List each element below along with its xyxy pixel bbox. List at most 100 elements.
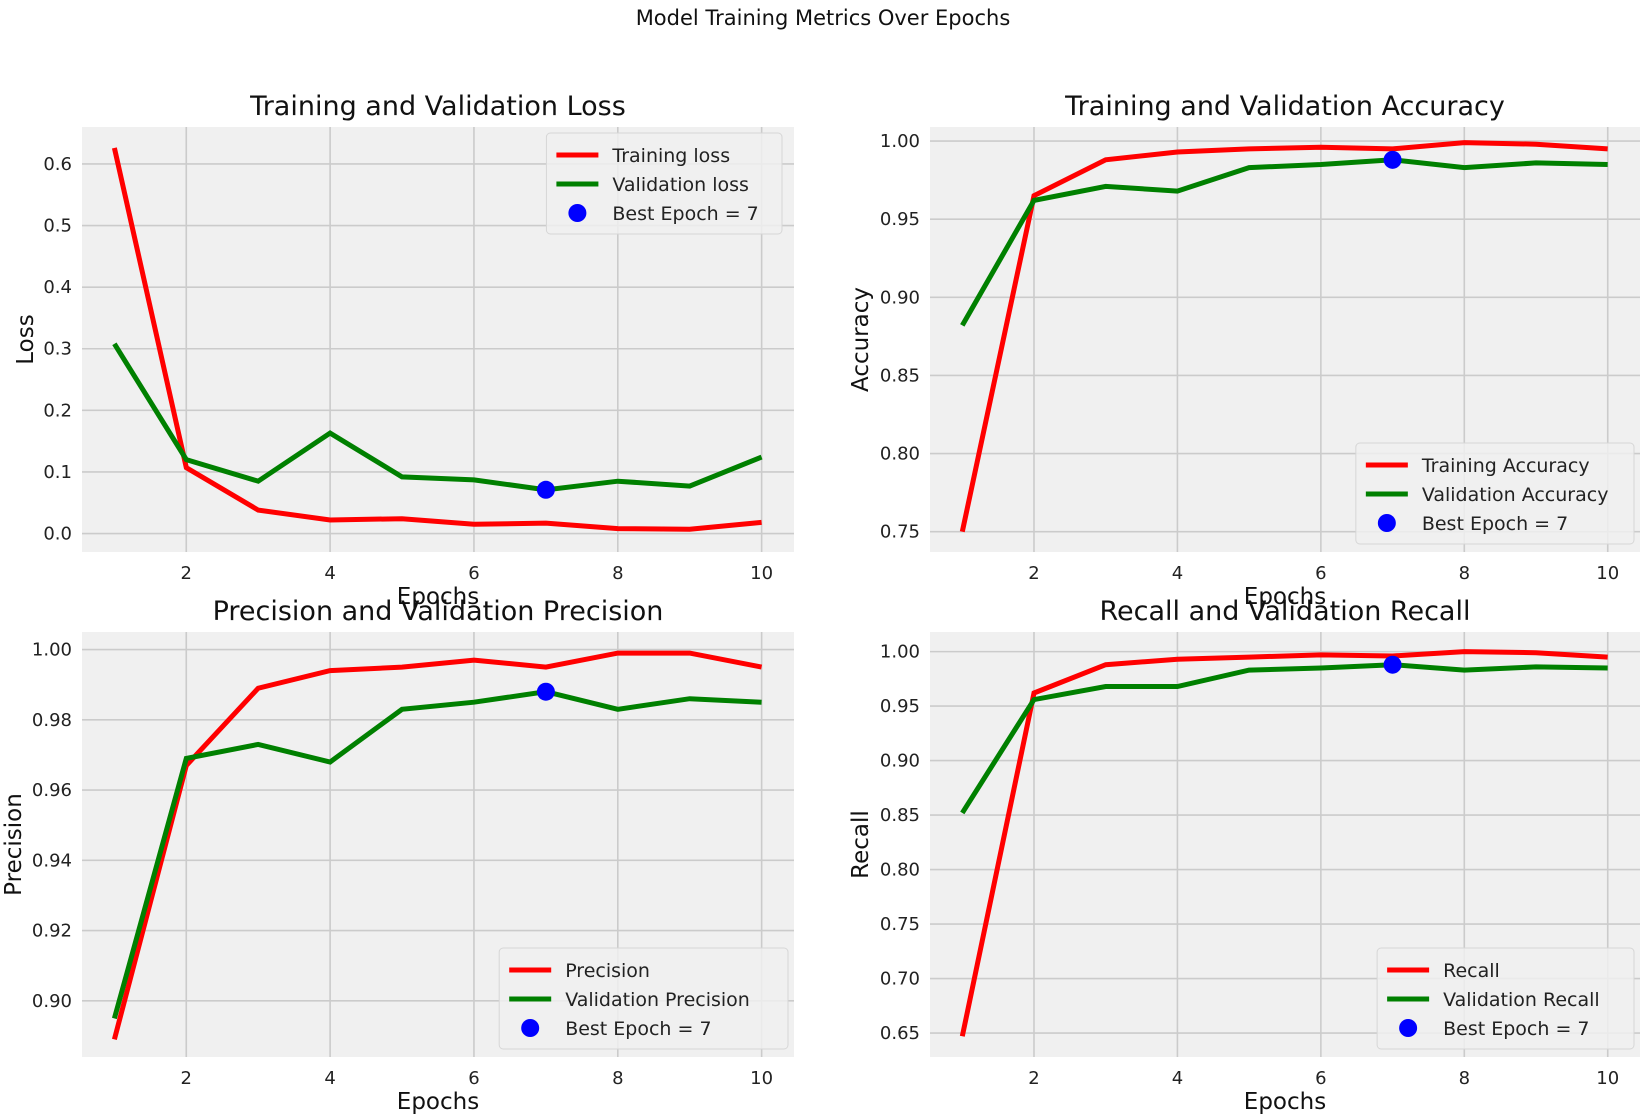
x-tick-label: 4 bbox=[324, 563, 335, 584]
legend-dot-swatch bbox=[1399, 1019, 1418, 1037]
legend-label: Validation loss bbox=[612, 174, 749, 196]
y-tick-label: 0.75 bbox=[880, 914, 920, 935]
y-tick-label: 1.00 bbox=[880, 131, 920, 152]
y-tick-label: 0.70 bbox=[880, 969, 920, 990]
legend-dot-swatch bbox=[568, 204, 587, 222]
best-epoch-point bbox=[1383, 655, 1402, 674]
legend-dot-swatch bbox=[521, 1019, 540, 1037]
y-tick-label: 1.00 bbox=[32, 640, 72, 661]
x-tick-label: 4 bbox=[1172, 563, 1183, 584]
legend: Precision Validation Precision Best Epoch … bbox=[498, 947, 789, 1050]
y-tick-label: 0.95 bbox=[880, 696, 920, 717]
y-tick-label: 0.92 bbox=[32, 921, 72, 942]
chart-panel-3: 2 4 6 8 10 0.90 0.92 0.94 0.96 0.98 1.00 Precision … bbox=[1, 596, 794, 1115]
training-series-line bbox=[111, 650, 763, 1041]
y-tick-label: 0.95 bbox=[880, 209, 920, 230]
x-axis-label: Epochs bbox=[397, 1089, 479, 1115]
x-tick-label: 4 bbox=[324, 1068, 335, 1089]
legend-dot-swatch bbox=[1377, 514, 1396, 532]
chart-title: Training and Validation Loss bbox=[249, 91, 626, 122]
validation-series-line bbox=[112, 342, 763, 493]
y-tick-label: 0.75 bbox=[880, 522, 920, 543]
y-tick-label: 0.6 bbox=[43, 154, 72, 175]
training-series-line bbox=[959, 140, 1608, 533]
legend: Training Accuracy Validation Accuracy Best… bbox=[1355, 442, 1635, 545]
x-tick-label: 8 bbox=[1459, 563, 1470, 584]
best-epoch-point bbox=[1383, 150, 1402, 169]
x-tick-label: 2 bbox=[181, 563, 192, 584]
x-tick-label: 10 bbox=[1596, 563, 1619, 584]
legend-label: Best Epoch = 7 bbox=[612, 203, 758, 225]
x-axis-label: Epochs bbox=[397, 584, 479, 610]
x-tick-label: 2 bbox=[1028, 1068, 1039, 1089]
y-tick-label: 0.90 bbox=[880, 287, 920, 308]
legend-label: Best Epoch = 7 bbox=[565, 1018, 711, 1040]
x-axis-label: Epochs bbox=[1244, 584, 1326, 610]
best-epoch-point bbox=[536, 682, 555, 701]
x-tick-label: 10 bbox=[750, 1068, 773, 1089]
x-tick-label: 6 bbox=[468, 563, 479, 584]
y-tick-label: 0.90 bbox=[880, 751, 920, 772]
y-tick-label: 0.85 bbox=[880, 365, 920, 386]
validation-series-line bbox=[960, 662, 1608, 815]
y-axis-label: Recall bbox=[848, 810, 874, 879]
legend-label: Precision bbox=[565, 960, 650, 982]
y-tick-label: 0.98 bbox=[32, 710, 72, 731]
legend-label: Recall bbox=[1443, 960, 1500, 982]
legend-box bbox=[1376, 947, 1635, 1050]
x-tick-label: 6 bbox=[1315, 563, 1326, 584]
legend-label: Training loss bbox=[611, 145, 730, 167]
y-tick-label: 0.94 bbox=[32, 850, 72, 871]
x-tick-label: 10 bbox=[1596, 1068, 1619, 1089]
y-tick-label: 0.65 bbox=[880, 1023, 920, 1044]
chart-title: Recall and Validation Recall bbox=[1100, 596, 1471, 627]
y-axis-label: Precision bbox=[1, 793, 27, 896]
legend-box bbox=[1355, 442, 1635, 545]
chart-panel-4: 2 4 6 8 10 0.65 0.70 0.75 0.80 0.85 0.90 0.95 1.00 Re… bbox=[848, 596, 1640, 1115]
legend-label: Validation Recall bbox=[1443, 989, 1600, 1011]
y-tick-label: 0.96 bbox=[32, 780, 72, 801]
y-tick-label: 0.4 bbox=[43, 277, 72, 298]
x-tick-label: 4 bbox=[1172, 1068, 1183, 1089]
best-epoch-point bbox=[536, 480, 555, 499]
legend-label: Validation Precision bbox=[565, 989, 750, 1011]
legend-label: Best Epoch = 7 bbox=[1422, 513, 1568, 535]
x-tick-label: 2 bbox=[181, 1068, 192, 1089]
training-series-line bbox=[959, 649, 1608, 1037]
x-tick-label: 8 bbox=[1459, 1068, 1470, 1089]
legend-label: Best Epoch = 7 bbox=[1443, 1018, 1589, 1040]
validation-series-line bbox=[111, 689, 762, 1020]
legend-box bbox=[498, 947, 789, 1050]
legend-box bbox=[545, 132, 783, 235]
figure-suptitle: Model Training Metrics Over Epochs bbox=[635, 6, 1011, 30]
y-tick-label: 0.90 bbox=[32, 991, 72, 1012]
y-axis-label: Loss bbox=[13, 314, 39, 364]
x-tick-label: 6 bbox=[468, 1068, 479, 1089]
x-tick-label: 10 bbox=[750, 563, 773, 584]
y-tick-label: 0.2 bbox=[43, 400, 72, 421]
y-tick-label: 0.80 bbox=[880, 860, 920, 881]
legend: Training loss Validation loss Best Epoch =… bbox=[545, 132, 783, 235]
x-tick-label: 8 bbox=[612, 563, 623, 584]
y-tick-label: 0.3 bbox=[43, 339, 72, 360]
y-tick-label: 0.0 bbox=[43, 524, 72, 545]
legend: Recall Validation Recall Best Epoch = 7 bbox=[1376, 947, 1635, 1050]
x-tick-label: 2 bbox=[1028, 563, 1039, 584]
chart-title: Training and Validation Accuracy bbox=[1064, 91, 1505, 122]
y-tick-label: 0.5 bbox=[43, 216, 72, 237]
chart-title: Precision and Validation Precision bbox=[213, 596, 664, 627]
legend-label: Validation Accuracy bbox=[1422, 484, 1609, 506]
x-axis-label: Epochs bbox=[1244, 1089, 1326, 1115]
training-series-line bbox=[111, 147, 762, 532]
y-axis-label: Accuracy bbox=[848, 287, 874, 392]
chart-panel-2: 2 4 6 8 10 0.75 0.80 0.85 0.90 0.95 1.00 Training a… bbox=[848, 91, 1640, 610]
legend-label: Training Accuracy bbox=[1421, 455, 1590, 477]
y-tick-label: 0.85 bbox=[880, 805, 920, 826]
y-tick-label: 0.1 bbox=[43, 462, 72, 483]
validation-series-line bbox=[960, 157, 1608, 327]
chart-panel-1: 2 4 6 8 10 0.0 0.1 0.2 0.3 0.4 0.5 0.6 Training and … bbox=[13, 91, 794, 610]
y-tick-label: 0.80 bbox=[880, 444, 920, 465]
y-tick-label: 1.00 bbox=[880, 642, 920, 663]
x-tick-label: 6 bbox=[1315, 1068, 1326, 1089]
